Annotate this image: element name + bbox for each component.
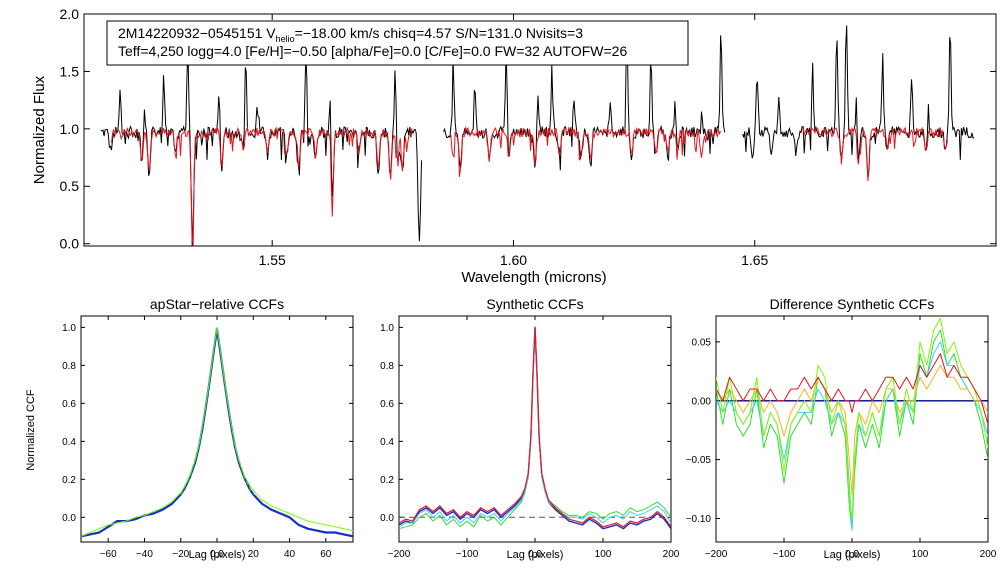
ccf-line-visit-4 — [716, 317, 988, 519]
x-tick-label: −40 — [136, 549, 153, 560]
ccf-line-visit-3 — [399, 326, 671, 528]
y-tick-label: 0.0 — [60, 236, 80, 252]
spectrum-y-label: Normalized Flux — [31, 75, 48, 184]
y-tick-label: 1.5 — [60, 63, 80, 79]
apstar-ccf-traces — [81, 326, 353, 538]
spectrum-info-box: 2M14220932−0545151 Vhelio=−18.00 km/s ch… — [106, 20, 689, 66]
x-tick-label: 1.65 — [741, 252, 768, 268]
x-tick-label: 200 — [663, 549, 680, 560]
x-tick-label: 20 — [248, 549, 260, 560]
synthetic-ccf-panel: −200 −100 0.0 100 200 0.0 0.2 0.4 0.6 0.8 1.0 Synt… — [380, 296, 680, 561]
x-tick-label: 200 — [980, 549, 997, 560]
y-tick-label: 0.2 — [380, 475, 394, 486]
ccf-series-group — [399, 326, 671, 530]
synthetic-ccf-title: Synthetic CCFs — [486, 296, 583, 312]
y-tick-label: 0.0 — [380, 513, 394, 524]
synthetic-ccf-x-label: Lag (pixels) — [507, 549, 564, 561]
y-tick-label: 0.05 — [692, 337, 712, 348]
spectrum-x-label: Wavelength (microns) — [461, 269, 606, 286]
y-tick-label: 0.8 — [62, 361, 76, 372]
model-spectrum-line — [802, 126, 949, 182]
x-tick-label: 60 — [320, 549, 332, 560]
x-tick-label: 1.55 — [259, 252, 286, 268]
x-tick-label: 100 — [912, 549, 929, 560]
x-tick-label: −100 — [773, 549, 796, 560]
x-tick-label: 0.0 — [845, 549, 859, 560]
difference-ccf-panel: −200 −100 0.0 100 200 0.05 0.00 −0.05 −0.10 Diff… — [686, 296, 997, 561]
y-tick-label: 0.5 — [60, 178, 80, 194]
ccf-series-group — [81, 326, 353, 538]
y-tick-label: 0.8 — [380, 361, 394, 372]
y-tick-label: −0.10 — [686, 514, 712, 525]
spectrum-plot-frame — [83, 13, 997, 247]
y-tick-label: 0.4 — [62, 437, 76, 448]
y-tick-label: 0.0 — [62, 513, 76, 524]
difference-ccf-traces — [716, 317, 988, 531]
y-tick-label: 1.0 — [62, 323, 76, 334]
spectrum-traces — [100, 21, 975, 247]
y-tick-label: −0.05 — [686, 455, 712, 466]
synthetic-ccf-traces — [399, 326, 671, 530]
y-tick-label: 0.00 — [692, 396, 712, 407]
y-tick-label: 1.0 — [60, 121, 80, 137]
difference-ccf-x-label: Lag (pixels) — [824, 549, 881, 561]
x-tick-label: −200 — [388, 549, 411, 560]
apstar-ccf-ticks: −60 −40 −20 0.0 20 40 60 0.0 0.2 0.4 0.6 0.8 1.0 — [62, 316, 353, 560]
model-spectrum-line — [450, 125, 722, 177]
ccf-line-visit-3 — [716, 364, 988, 496]
info-line-1: 2M14220932−0545151 Vhelio=−18.00 km/s ch… — [118, 25, 583, 44]
info-line-2: Teff=4,250 logg=4.0 [Fe/H]=−0.50 [alpha/… — [118, 43, 627, 59]
x-tick-label: −200 — [705, 549, 728, 560]
synthetic-ccf-ticks: −200 −100 0.0 100 200 0.0 0.2 0.4 0.6 0.8 1.0 — [380, 316, 680, 560]
apstar-ccf-y-label: Normalized CCF — [25, 389, 37, 471]
y-tick-label: 0.2 — [62, 475, 76, 486]
apstar-ccf-panel: −60 −40 −20 0.0 20 40 60 0.0 0.2 0.4 0.6 0.8 1.0 apS… — [25, 296, 354, 561]
x-tick-label: −60 — [100, 549, 117, 560]
x-tick-label: 100 — [595, 549, 612, 560]
y-tick-label: 1.0 — [380, 323, 394, 334]
x-tick-label: 0.0 — [210, 549, 224, 560]
y-tick-label: 0.6 — [62, 399, 76, 410]
x-tick-label: 1.60 — [500, 252, 527, 268]
apstar-ccf-x-label: Lag (pixels) — [189, 549, 246, 561]
y-tick-label: 0.4 — [380, 437, 394, 448]
ccf-line-visit-2 — [180, 326, 254, 495]
observed-spectrum-line — [100, 47, 422, 247]
y-tick-label: 2.0 — [60, 6, 80, 22]
spectrum-ticks: 1.55 1.60 1.65 0.0 0.5 1.0 1.5 2.0 — [60, 6, 996, 268]
x-tick-label: −20 — [172, 549, 189, 560]
apstar-ccf-title: apStar−relative CCFs — [150, 296, 284, 312]
ccf-series-group — [716, 317, 988, 531]
x-tick-label: −100 — [456, 549, 479, 560]
model-spectrum-line — [111, 126, 413, 247]
ccf-line-visit-5 — [716, 353, 988, 425]
spectrum-panel: 1.55 1.60 1.65 0.0 0.5 1.0 1.5 2.0 2M14220932−0… — [31, 6, 997, 286]
x-tick-label: 40 — [284, 549, 296, 560]
difference-ccf-title: Difference Synthetic CCFs — [770, 296, 935, 312]
y-tick-label: 0.6 — [380, 399, 394, 410]
x-tick-label: 0.0 — [528, 549, 542, 560]
ccf-line-visit-1 — [81, 326, 353, 537]
